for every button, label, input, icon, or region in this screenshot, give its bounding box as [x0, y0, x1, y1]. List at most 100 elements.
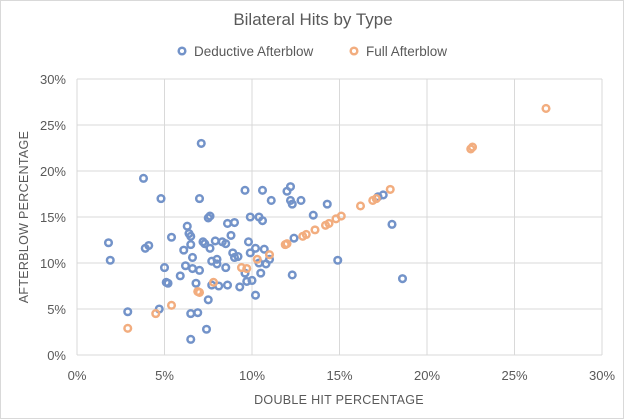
full-afterblow-point	[252, 254, 262, 264]
deductive-afterblow-point	[245, 248, 255, 258]
deductive-afterblow-point	[200, 239, 210, 249]
deductive-afterblow-point	[187, 252, 198, 263]
full-afterblow-point	[166, 300, 177, 310]
deductive-afterblow-point	[196, 138, 206, 148]
deductive-afterblow-point	[186, 231, 196, 241]
deductive-afterblow-point	[221, 263, 231, 273]
deductive-afterblow-point	[203, 295, 213, 305]
deductive-afterblow-point	[222, 218, 233, 228]
deductive-afterblow-point	[210, 236, 220, 246]
legend-marker-deductive	[177, 46, 187, 56]
deductive-afterblow-point	[156, 194, 166, 204]
deductive-afterblow-point	[175, 271, 185, 281]
x-axis-ticks: 0% 5% 10% 15% 20% 25% 30%	[68, 368, 616, 383]
y-tick-label: 0%	[47, 348, 66, 363]
data-points	[103, 103, 551, 344]
full-afterblow-point	[310, 225, 320, 235]
full-afterblow-point	[541, 103, 551, 113]
full-afterblow-point	[467, 142, 478, 152]
full-afterblow-point	[194, 287, 205, 297]
full-afterblow-point	[385, 184, 395, 194]
deductive-afterblow-point	[296, 195, 306, 205]
deductive-afterblow-point	[222, 280, 233, 290]
full-afterblow-point	[282, 239, 292, 249]
x-tick-label: 0%	[68, 368, 87, 383]
deductive-afterblow-point	[123, 307, 133, 317]
deductive-afterblow-point	[212, 254, 222, 264]
deductive-afterblow-point	[235, 282, 245, 292]
deductive-afterblow-point	[285, 182, 296, 192]
deductive-afterblow-point	[144, 240, 154, 251]
x-tick-label: 25%	[501, 368, 527, 383]
full-afterblow-point	[151, 309, 161, 319]
deductive-afterblow-point	[247, 275, 257, 286]
legend-marker-full	[349, 46, 359, 56]
deductive-afterblow-point	[289, 233, 299, 243]
chart-title: Bilateral Hits by Type	[233, 10, 392, 29]
deductive-afterblow-point	[191, 278, 201, 288]
deductive-afterblow-point	[212, 259, 222, 269]
deductive-afterblow-point	[243, 237, 254, 247]
y-tick-label: 5%	[47, 302, 66, 317]
deductive-afterblow-point	[159, 263, 170, 273]
deductive-afterblow-point	[229, 217, 240, 228]
deductive-afterblow-point	[397, 274, 408, 284]
deductive-afterblow-point	[240, 185, 250, 195]
deductive-afterblow-point	[245, 212, 255, 222]
deductive-afterblow-point	[194, 265, 205, 275]
deductive-afterblow-point	[138, 173, 149, 183]
gridlines	[76, 78, 603, 356]
full-afterblow-point	[301, 229, 311, 240]
y-tick-label: 20%	[40, 164, 66, 179]
deductive-afterblow-point	[287, 270, 297, 280]
deductive-afterblow-point	[187, 263, 198, 274]
full-afterblow-point	[371, 194, 381, 204]
deductive-afterblow-point	[287, 199, 297, 209]
deductive-afterblow-point	[308, 210, 318, 220]
deductive-afterblow-point	[257, 216, 268, 226]
deductive-afterblow-point	[257, 185, 268, 195]
y-axis-title: AFTERBLOW PERCENTAGE	[17, 131, 31, 303]
deductive-afterblow-point	[264, 254, 275, 264]
deductive-afterblow-point	[186, 240, 196, 250]
deductive-afterblow-point	[186, 309, 196, 319]
x-tick-label: 10%	[239, 368, 265, 383]
deductive-afterblow-point	[201, 324, 212, 334]
deductive-afterblow-point	[180, 261, 191, 271]
x-tick-label: 15%	[326, 368, 352, 383]
x-axis-title: DOUBLE HIT PERCENTAGE	[254, 393, 424, 407]
y-tick-label: 30%	[40, 72, 66, 87]
deductive-afterblow-point	[103, 238, 114, 248]
legend-label-deductive: Deductive Afterblow	[194, 44, 314, 59]
deductive-afterblow-point	[333, 255, 343, 265]
deductive-afterblow-point	[250, 290, 261, 300]
deductive-afterblow-point	[163, 278, 173, 288]
full-afterblow-point	[242, 263, 252, 274]
deductive-afterblow-point	[259, 244, 269, 254]
deductive-afterblow-point	[256, 268, 266, 278]
deductive-afterblow-point	[233, 252, 243, 262]
deductive-afterblow-point	[166, 232, 177, 242]
y-axis-ticks: 0% 5% 10% 15% 20% 25% 30%	[40, 72, 66, 363]
deductive-afterblow-point	[194, 194, 205, 204]
deductive-afterblow-point	[378, 190, 388, 200]
deductive-afterblow-point	[322, 199, 332, 209]
deductive-afterblow-point	[186, 334, 196, 344]
deductive-afterblow-point	[205, 243, 215, 253]
deductive-afterblow-point	[105, 255, 115, 265]
deductive-afterblow-point	[250, 243, 261, 253]
deductive-afterblow-point	[182, 221, 192, 231]
legend-label-full: Full Afterblow	[366, 44, 447, 59]
full-afterblow-point	[208, 277, 219, 287]
deductive-afterblow-point	[193, 308, 203, 318]
deductive-afterblow-point	[205, 211, 215, 221]
full-afterblow-point	[264, 250, 275, 260]
x-tick-label: 30%	[589, 368, 615, 383]
deductive-afterblow-point	[226, 230, 236, 240]
y-tick-label: 15%	[40, 210, 66, 225]
y-tick-label: 10%	[40, 256, 66, 271]
full-afterblow-point	[123, 323, 133, 333]
x-tick-label: 5%	[155, 368, 174, 383]
